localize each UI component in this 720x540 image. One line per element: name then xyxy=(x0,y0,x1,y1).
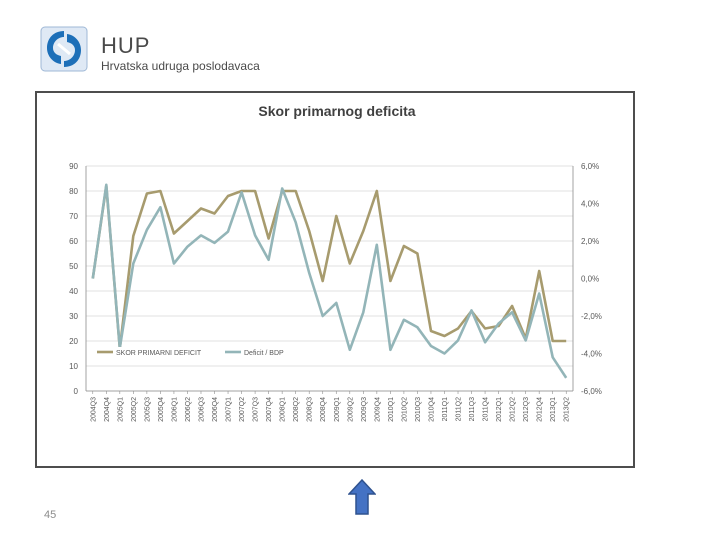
x-tick-label: 2013Q1 xyxy=(550,397,557,422)
x-tick-label: 2007Q4 xyxy=(266,397,273,422)
x-tick-label: 2006Q4 xyxy=(212,397,219,422)
x-tick-label: 2011Q1 xyxy=(442,397,449,421)
x-tick-label: 2004Q4 xyxy=(104,397,111,422)
x-tick-label: 2005Q4 xyxy=(158,397,165,422)
x-tick-label: 2011Q3 xyxy=(469,397,476,421)
axis-layer: 0 10 20 30 40 50 60 70 80 90 -6,0% -4,0% -2,0% 0,0% 2,… xyxy=(69,162,602,422)
x-tick-label: 2005Q1 xyxy=(117,397,124,422)
chart-title: Skor primarnog deficita xyxy=(258,103,415,119)
x-tick-label: 2006Q3 xyxy=(198,397,205,422)
legend-label: SKOR PRIMARNI DEFICIT xyxy=(116,350,202,357)
x-tick-label: 2010Q2 xyxy=(401,397,408,422)
y-left-tick-label: 0 xyxy=(74,387,79,396)
x-tick-label: 2011Q2 xyxy=(456,397,463,421)
brand-name: HUP xyxy=(101,33,151,58)
legend-bg xyxy=(222,347,298,358)
x-tick-label: 2013Q2 xyxy=(564,397,571,422)
series-line-skor xyxy=(91,184,567,350)
up-arrow-icon[interactable] xyxy=(348,479,376,515)
x-tick-label: 2005Q2 xyxy=(131,397,138,422)
series-line-deficit xyxy=(91,183,568,379)
x-tick-label: 2009Q4 xyxy=(374,397,381,422)
page-number: 45 xyxy=(44,509,57,521)
legend-bg xyxy=(94,347,220,358)
x-tick-label: 2009Q2 xyxy=(347,397,354,422)
y-right-tick-label: -2,0% xyxy=(581,312,602,321)
y-left-tick-label: 80 xyxy=(69,187,78,196)
y-left-tick-label: 70 xyxy=(69,212,78,221)
x-tick-label: 2008Q1 xyxy=(280,397,287,422)
y-left-tick-label: 60 xyxy=(69,237,78,246)
y-right-tick-label: -4,0% xyxy=(581,350,602,359)
hup-logo xyxy=(40,26,88,72)
brand-subtitle: Hrvatska udruga poslodavaca xyxy=(101,59,260,73)
y-right-tick-label: 4,0% xyxy=(581,200,599,209)
y-right-tick-label: 2,0% xyxy=(581,237,599,246)
legend-label: Deficit / BDP xyxy=(244,350,284,357)
y-right-tick-label: -6,0% xyxy=(581,387,602,396)
x-tick-label: 2012Q4 xyxy=(537,397,544,422)
y-left-tick-label: 30 xyxy=(69,312,78,321)
x-tick-label: 2007Q2 xyxy=(239,397,246,422)
x-tick-label: 2010Q1 xyxy=(388,397,395,422)
x-tick-label: 2008Q2 xyxy=(293,397,300,422)
x-tick-label: 2012Q2 xyxy=(510,397,517,422)
y-right-tick-label: 6,0% xyxy=(581,162,599,171)
y-left-tick-label: 10 xyxy=(69,362,78,371)
y-left-tick-label: 50 xyxy=(69,262,78,271)
x-tick-label: 2010Q4 xyxy=(428,397,435,422)
y-left-tick-label: 40 xyxy=(69,287,78,296)
x-tick-label: 2004Q3 xyxy=(90,397,97,422)
y-left-tick-label: 90 xyxy=(69,162,78,171)
x-tick-label: 2009Q3 xyxy=(361,397,368,422)
x-tick-label: 2005Q3 xyxy=(144,397,151,422)
y-left-tick-label: 20 xyxy=(69,337,78,346)
x-tick-label: 2007Q3 xyxy=(253,397,260,422)
series-layer xyxy=(91,183,568,379)
y-right-tick-label: 0,0% xyxy=(581,275,599,284)
x-tick-label: 2006Q2 xyxy=(185,397,192,422)
x-tick-label: 2007Q1 xyxy=(226,397,233,422)
x-tick-label: 2009Q1 xyxy=(334,397,341,422)
x-tick-label: 2011Q4 xyxy=(483,397,490,421)
x-tick-label: 2008Q4 xyxy=(320,397,327,422)
x-tick-label: 2006Q1 xyxy=(171,397,178,422)
x-tick-label: 2012Q3 xyxy=(523,397,530,422)
chart-frame: Skor primarnog deficita 0 10 20 30 40 50 60 70 8… xyxy=(35,91,635,468)
x-tick-label: 2012Q1 xyxy=(496,397,503,422)
x-tick-label: 2010Q3 xyxy=(415,397,422,422)
x-tick-label: 2008Q3 xyxy=(307,397,314,422)
line-chart: Skor primarnog deficita 0 10 20 30 40 50 60 70 8… xyxy=(69,103,602,422)
legend: SKOR PRIMARNI DEFICIT Deficit / BDP xyxy=(94,347,298,358)
